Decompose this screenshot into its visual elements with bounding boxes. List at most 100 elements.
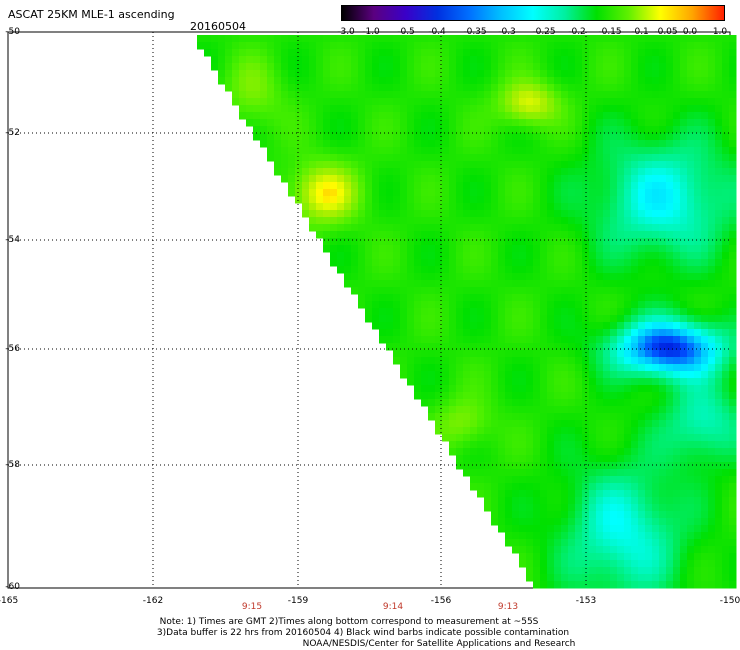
swath-cell [582,427,590,435]
swath-cell [421,364,429,372]
swath-cell [673,161,681,169]
swath-cell [631,462,639,470]
swath-cell [393,70,401,78]
swath-cell [715,56,723,64]
swath-cell [533,357,541,365]
swath-cell [582,259,590,267]
swath-cell [582,91,590,99]
swath-cell [526,469,534,477]
swath-cell [631,280,639,288]
swath-cell [323,189,331,197]
swath-cell [456,133,464,141]
swath-cell [470,91,478,99]
swath-cell [694,476,702,484]
swath-cell [526,546,534,554]
swath-cell [547,357,555,365]
swath-cell [652,567,660,575]
swath-cell [547,364,555,372]
swath-cell [645,91,653,99]
swath-cell [680,210,688,218]
swath-cell [652,343,660,351]
note-line-3: NOAA/NESDIS/Center for Satellite Applica… [302,639,576,649]
swath-cell [631,448,639,456]
swath-cell [631,378,639,386]
swath-cell [512,189,520,197]
swath-cell [323,70,331,78]
swath-cell [491,217,499,225]
swath-cell [638,70,646,78]
swath-cell [547,560,555,568]
swath-cell [470,336,478,344]
swath-cell [631,364,639,372]
swath-cell [561,336,569,344]
swath-cell [491,175,499,183]
swath-cell [694,154,702,162]
swath-cell [575,469,583,477]
swath-cell [393,91,401,99]
swath-cell [260,98,268,106]
swath-cell [575,238,583,246]
swath-cell [533,84,541,92]
swath-cell [519,511,527,519]
swath-cell [666,126,674,134]
swath-cell [701,322,709,330]
swath-cell [463,336,471,344]
swath-cell [715,231,723,239]
swath-cell [659,336,667,344]
swath-cell [309,84,317,92]
swath-cell [505,259,513,267]
swath-cell [253,70,261,78]
swath-cell [288,70,296,78]
swath-cell [575,203,583,211]
swath-cell [372,196,380,204]
swath-cell [652,406,660,414]
swath-cell [652,532,660,540]
swath-cell [540,245,548,253]
swath-cell [281,126,289,134]
swath-cell [701,560,709,568]
swath-cell [407,315,415,323]
swath-cell [561,112,569,120]
swath-cell [484,413,492,421]
swath-cell [729,518,737,526]
swath-cell [400,147,408,155]
swath-cell [596,469,604,477]
swath-cell [659,231,667,239]
swath-cell [463,203,471,211]
swath-cell [547,77,555,85]
swath-cell [449,385,457,393]
swath-cell [351,238,359,246]
swath-cell [687,525,695,533]
swath-cell [323,161,331,169]
swath-cell [435,42,443,50]
swath-cell [652,238,660,246]
swath-cell [512,224,520,232]
swath-cell [519,427,527,435]
swath-cell [260,63,268,71]
swath-cell [505,308,513,316]
swath-cell [652,378,660,386]
swath-cell [414,294,422,302]
swath-cell [596,35,604,43]
swath-cell [505,224,513,232]
swath-cell [526,413,534,421]
swath-cell [568,518,576,526]
swath-cell [659,560,667,568]
swath-cell [652,294,660,302]
swath-cell [484,406,492,414]
swath-cell [414,224,422,232]
swath-cell [449,441,457,449]
swath-cell [722,385,730,393]
swath-cell [715,490,723,498]
swath-cell [491,301,499,309]
swath-cell [414,322,422,330]
swath-cell [624,203,632,211]
color-scale-tick: 0.0 [682,27,698,37]
swath-cell [477,343,485,351]
swath-cell [456,217,464,225]
swath-cell [428,147,436,155]
swath-cell [687,182,695,190]
swath-cell [701,574,709,582]
swath-cell [239,49,247,57]
swath-cell [246,42,254,50]
